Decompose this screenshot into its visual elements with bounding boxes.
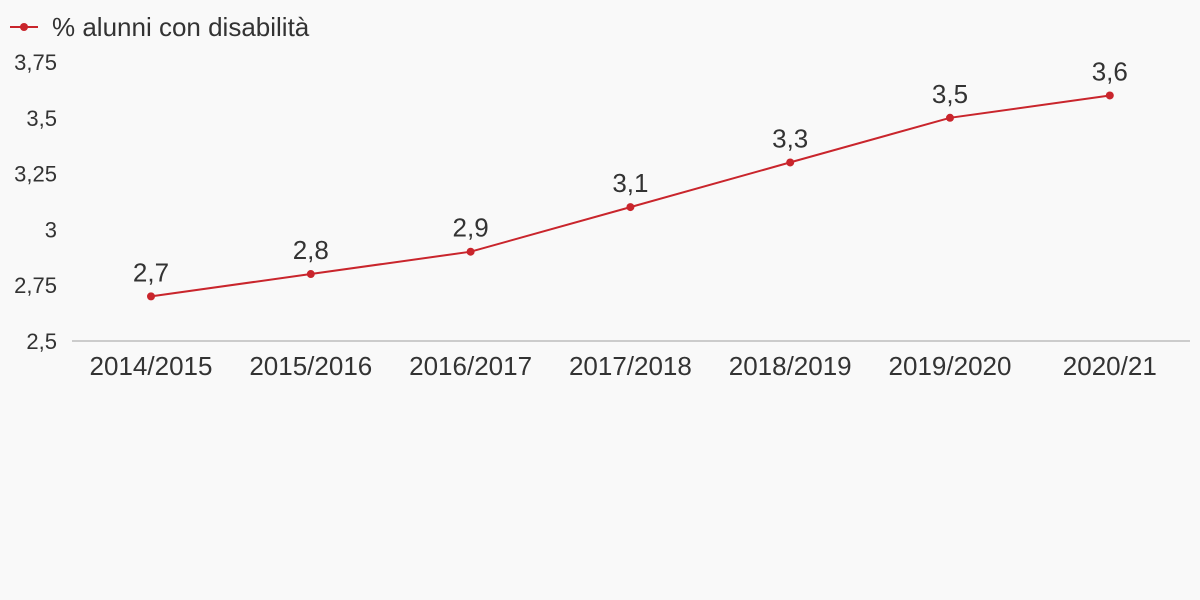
data-point bbox=[306, 270, 315, 279]
data-label: 3,1 bbox=[612, 168, 648, 198]
data-label: 2,8 bbox=[293, 235, 329, 265]
data-label: 2,9 bbox=[453, 213, 489, 243]
y-axis: 2,5 2,75 3 3,25 3,5 3,75 bbox=[14, 50, 57, 354]
x-tick-label: 2017/2018 bbox=[569, 351, 692, 381]
data-points bbox=[147, 91, 1114, 301]
y-tick-label: 2,5 bbox=[26, 329, 57, 354]
data-point bbox=[1105, 91, 1114, 100]
data-label: 3,6 bbox=[1092, 56, 1128, 86]
x-tick-label: 2018/2019 bbox=[729, 351, 852, 381]
y-tick-label: 2,75 bbox=[14, 273, 57, 298]
legend: % alunni con disabilità bbox=[10, 12, 310, 42]
data-label: 2,7 bbox=[133, 257, 169, 287]
legend-dot-marker bbox=[20, 23, 28, 31]
x-axis: 2014/2015 2015/2016 2016/2017 2017/2018 2018… bbox=[90, 351, 1157, 381]
x-tick-label: 2014/2015 bbox=[90, 351, 213, 381]
data-point bbox=[946, 113, 954, 122]
data-labels: 2,7 2,8 2,9 3,1 3,3 3,5 3,6 bbox=[133, 56, 1128, 287]
y-tick-label: 3,5 bbox=[26, 106, 57, 131]
data-point bbox=[147, 292, 155, 301]
data-point bbox=[466, 247, 475, 256]
y-tick-label: 3 bbox=[45, 217, 57, 242]
data-label: 3,5 bbox=[932, 79, 968, 109]
y-tick-label: 3,25 bbox=[14, 162, 57, 187]
x-tick-label: 2015/2016 bbox=[249, 351, 372, 381]
data-label: 3,3 bbox=[772, 123, 808, 153]
legend-label: % alunni con disabilità bbox=[52, 12, 310, 42]
y-tick-label: 3,75 bbox=[14, 50, 57, 75]
data-point bbox=[626, 203, 635, 212]
x-tick-label: 2020/21 bbox=[1063, 351, 1157, 381]
data-point bbox=[786, 158, 795, 167]
x-tick-label: 2016/2017 bbox=[409, 351, 532, 381]
x-tick-label: 2019/2020 bbox=[889, 351, 1012, 381]
